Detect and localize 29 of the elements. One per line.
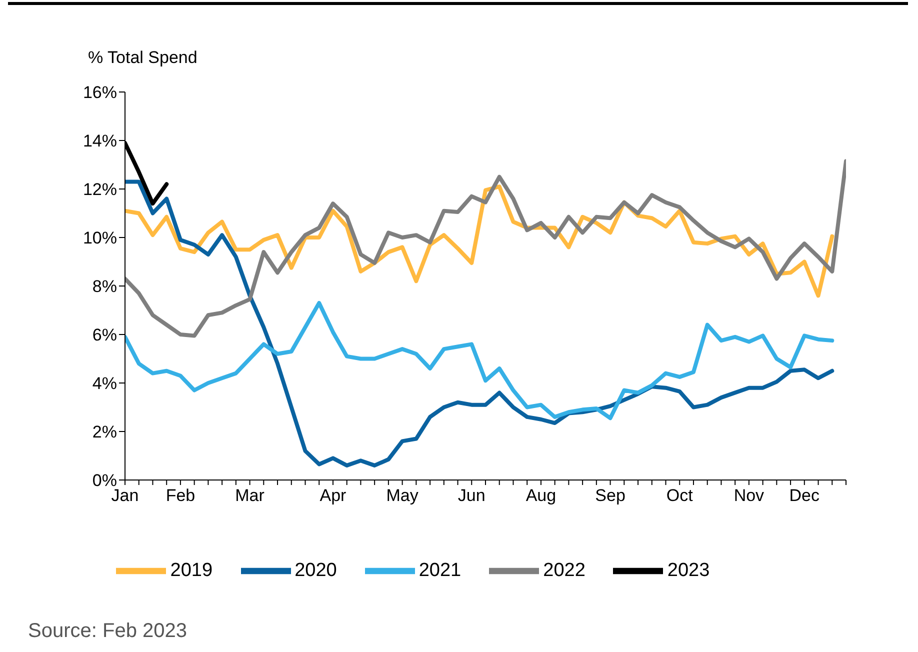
y-tick-label: 8%: [92, 277, 117, 296]
y-axis-title: % Total Spend: [88, 48, 198, 68]
y-tick-label: 6%: [92, 326, 117, 345]
x-tick-label: Apr: [320, 486, 347, 506]
line-series: [125, 184, 834, 298]
legend-label: 2021: [418, 560, 462, 582]
x-tick-label: Mar: [235, 486, 265, 506]
y-tick-label: 14%: [82, 132, 117, 151]
legend-label: 2022: [543, 560, 586, 582]
x-tick-label: Jun: [458, 486, 486, 506]
y-tick-label: 10%: [82, 228, 117, 248]
x-tick-label: Sep: [595, 486, 626, 506]
y-tick-label: 16%: [82, 83, 117, 102]
line-series: [125, 180, 834, 468]
legend-label: 2019: [170, 560, 213, 582]
x-tick-label: Aug: [526, 486, 556, 506]
line-series: [125, 300, 834, 420]
x-tick-label: May: [386, 486, 419, 506]
y-tick-label: 4%: [92, 374, 117, 394]
legend-label: 2023: [667, 560, 710, 582]
legend-label: 2020: [294, 560, 337, 582]
x-tick-label: Nov: [734, 486, 765, 506]
y-tick-label: 12%: [82, 180, 117, 200]
source-note: Source: Feb 2023: [28, 620, 187, 643]
line-series: [125, 159, 846, 338]
x-tick-label: Dec: [789, 486, 820, 506]
x-tick-label: Oct: [666, 486, 694, 506]
y-tick-label: 2%: [92, 422, 117, 442]
x-tick-label: Feb: [166, 486, 196, 506]
